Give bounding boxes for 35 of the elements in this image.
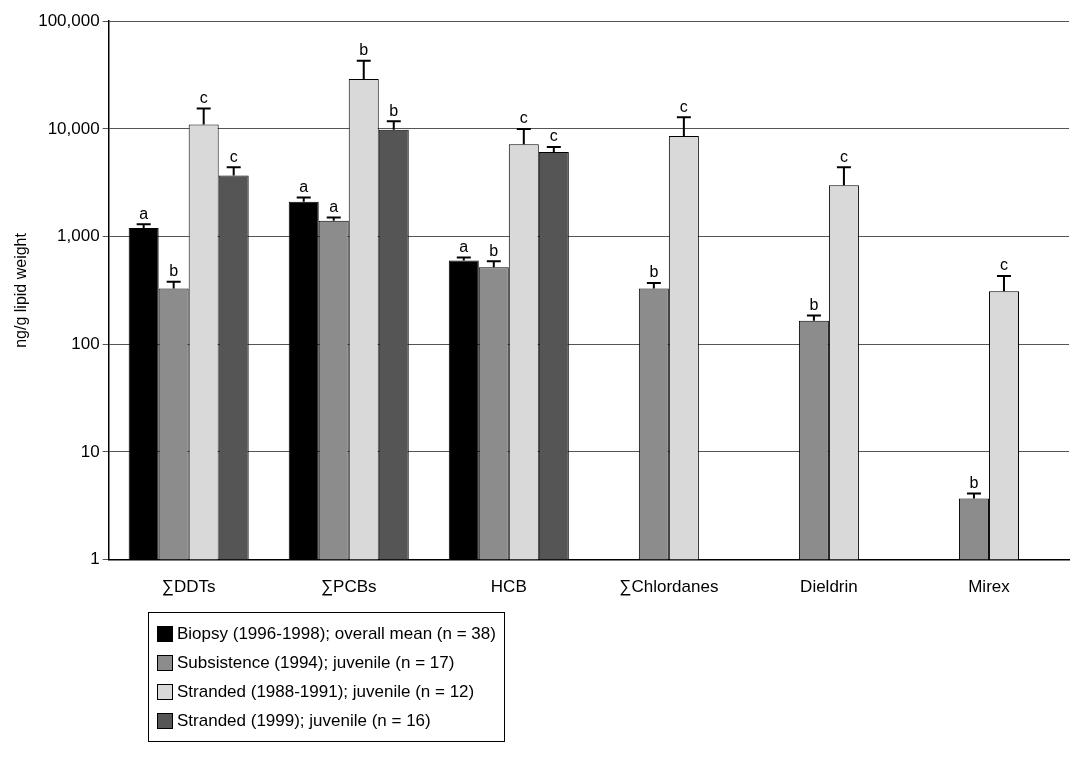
- data-label: b: [649, 263, 659, 281]
- data-label: b: [359, 41, 369, 59]
- y-tick-label: 1: [90, 549, 100, 569]
- data-label: a: [329, 198, 339, 215]
- data-label: c: [519, 109, 528, 127]
- data-label: b: [169, 262, 179, 280]
- x-tick-label: HCB: [490, 577, 527, 597]
- x-tick-label: Mirex: [968, 577, 1011, 597]
- data-label: c: [229, 147, 238, 165]
- x-tick-label: Dieldrin: [800, 577, 858, 597]
- data-label: b: [809, 295, 819, 313]
- x-tick-label: ∑Chlordanes: [619, 577, 719, 597]
- data-label: c: [199, 88, 208, 106]
- data-label: a: [139, 204, 149, 222]
- legend-label: Stranded (1999); juvenile (n = 16): [177, 710, 431, 732]
- y-tick-label: 1,000: [57, 226, 100, 246]
- y-tick-label: 100: [71, 333, 100, 353]
- y-tick-label: 10: [80, 441, 100, 461]
- y-axis-title: ng/g lipid weight: [12, 232, 30, 348]
- legend-label: Stranded (1988-1991); juvenile (n = 12): [177, 681, 475, 703]
- x-tick-label: ∑DDTs: [161, 577, 216, 597]
- legend-label: Biopsy (1996-1998); overall mean (n = 38): [177, 623, 496, 645]
- x-tick-label: ∑PCBs: [320, 577, 377, 597]
- data-label: a: [299, 178, 309, 196]
- data-label: a: [459, 237, 469, 255]
- y-tick-label: 100,000: [38, 10, 100, 30]
- data-label: c: [679, 97, 688, 115]
- data-label: c: [839, 147, 848, 165]
- data-label: b: [969, 474, 979, 492]
- data-label: b: [389, 101, 399, 119]
- data-label: b: [489, 241, 499, 259]
- legend-label: Subsistence (1994); juvenile (n = 17): [177, 652, 455, 674]
- data-label: c: [549, 127, 558, 145]
- data-label: c: [999, 256, 1008, 274]
- y-tick-label: 10,000: [47, 118, 100, 138]
